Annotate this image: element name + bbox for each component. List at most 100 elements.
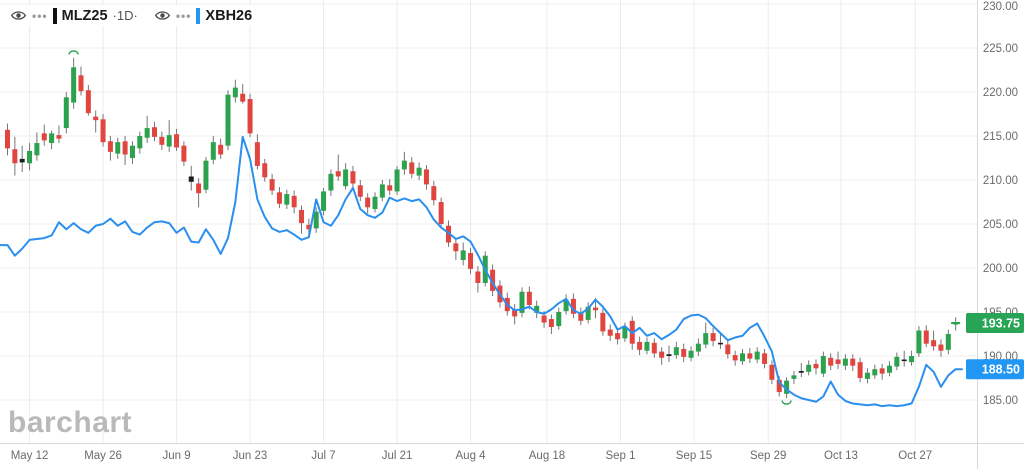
candle-body[interactable] bbox=[916, 330, 922, 354]
candle-body[interactable] bbox=[379, 184, 385, 198]
candle-body[interactable] bbox=[107, 141, 113, 152]
visibility-eye-icon[interactable] bbox=[154, 7, 171, 24]
candle-body[interactable] bbox=[34, 143, 40, 156]
candle-body[interactable] bbox=[144, 128, 150, 138]
candle-body[interactable] bbox=[798, 370, 804, 373]
candle-body[interactable] bbox=[607, 329, 613, 336]
candle-body[interactable] bbox=[879, 368, 885, 374]
candle-body[interactable] bbox=[578, 312, 584, 321]
candle-body[interactable] bbox=[666, 354, 672, 356]
candle-body[interactable] bbox=[828, 357, 834, 366]
candle-body[interactable] bbox=[468, 253, 474, 269]
candle-body[interactable] bbox=[328, 173, 334, 191]
candle-body[interactable] bbox=[225, 94, 231, 146]
candle-body[interactable] bbox=[659, 351, 665, 358]
candle-body[interactable] bbox=[512, 309, 518, 317]
candle-body[interactable] bbox=[394, 169, 400, 192]
candle-body[interactable] bbox=[563, 299, 569, 312]
candle-body[interactable] bbox=[548, 319, 554, 327]
candle-body[interactable] bbox=[717, 342, 723, 345]
candle-body[interactable] bbox=[850, 358, 856, 366]
candle-body[interactable] bbox=[254, 142, 260, 166]
candle-body[interactable] bbox=[923, 330, 929, 344]
candle-body[interactable] bbox=[695, 343, 701, 352]
series-symbol[interactable]: MLZ25 bbox=[61, 7, 108, 24]
candle-body[interactable] bbox=[372, 196, 378, 210]
candle-body[interactable] bbox=[857, 362, 863, 378]
candle-body[interactable] bbox=[416, 167, 422, 176]
candle-body[interactable] bbox=[732, 355, 738, 361]
candle-body[interactable] bbox=[262, 163, 268, 178]
candle-body[interactable] bbox=[673, 347, 679, 356]
candle-body[interactable] bbox=[541, 315, 547, 323]
candle-body[interactable] bbox=[901, 359, 907, 362]
candle-body[interactable] bbox=[446, 225, 451, 243]
candle-body[interactable] bbox=[710, 333, 716, 342]
candle-body[interactable] bbox=[769, 364, 775, 380]
candle-body[interactable] bbox=[12, 149, 18, 164]
candle-body[interactable] bbox=[284, 194, 290, 205]
candle-body[interactable] bbox=[887, 365, 892, 373]
candle-body[interactable] bbox=[747, 353, 753, 359]
candle-body[interactable] bbox=[637, 341, 643, 350]
candle-body[interactable] bbox=[240, 93, 246, 102]
candle-body[interactable] bbox=[196, 183, 202, 194]
candle-body[interactable] bbox=[152, 127, 157, 137]
candle-body[interactable] bbox=[63, 97, 69, 129]
candle-body[interactable] bbox=[93, 116, 99, 121]
candle-body[interactable] bbox=[174, 134, 180, 148]
candle-body[interactable] bbox=[166, 135, 172, 147]
visibility-eye-icon[interactable] bbox=[10, 7, 27, 24]
candle-body[interactable] bbox=[181, 145, 187, 162]
candle-body[interactable] bbox=[313, 211, 319, 229]
candle-body[interactable] bbox=[71, 67, 77, 103]
candle-body[interactable] bbox=[622, 326, 628, 339]
candle-body[interactable] bbox=[357, 185, 363, 197]
candle-body[interactable] bbox=[335, 171, 341, 177]
series-control-xbh26[interactable]: ••• XBH26 bbox=[149, 5, 259, 26]
candle-body[interactable] bbox=[291, 195, 297, 208]
candle-body[interactable] bbox=[85, 90, 91, 114]
candle-body[interactable] bbox=[122, 141, 128, 155]
candle-body[interactable] bbox=[115, 142, 121, 154]
candle-body[interactable] bbox=[526, 291, 532, 305]
candle-body[interactable] bbox=[218, 144, 224, 155]
series-menu-icon[interactable]: ••• bbox=[32, 8, 48, 23]
candle-body[interactable] bbox=[754, 351, 760, 360]
candle-body[interactable] bbox=[938, 344, 944, 351]
series-symbol[interactable]: XBH26 bbox=[205, 7, 253, 24]
candle-body[interactable] bbox=[350, 171, 356, 184]
series-timeframe[interactable]: ·1D· bbox=[112, 8, 138, 23]
candle-body[interactable] bbox=[401, 160, 407, 170]
candle-body[interactable] bbox=[740, 353, 745, 362]
candle-body[interactable] bbox=[78, 75, 84, 92]
candle-body[interactable] bbox=[931, 340, 937, 347]
candle-body[interactable] bbox=[806, 364, 812, 372]
candle-body[interactable] bbox=[681, 348, 687, 357]
candle-body[interactable] bbox=[842, 358, 848, 366]
candle-body[interactable] bbox=[19, 158, 25, 163]
candle-body[interactable] bbox=[49, 133, 55, 144]
candle-body[interactable] bbox=[651, 342, 657, 354]
candle-body[interactable] bbox=[343, 169, 349, 187]
candle-body[interactable] bbox=[247, 99, 253, 134]
candle-body[interactable] bbox=[129, 145, 135, 158]
candle-body[interactable] bbox=[431, 186, 437, 201]
series-control-mlz25[interactable]: ••• MLZ25 ·1D· bbox=[6, 5, 144, 26]
candle-body[interactable] bbox=[27, 150, 33, 164]
candle-body[interactable] bbox=[56, 135, 62, 139]
candle-body[interactable] bbox=[423, 169, 429, 185]
candle-body[interactable] bbox=[5, 129, 10, 149]
candle-body[interactable] bbox=[321, 191, 327, 211]
candle-body[interactable] bbox=[306, 224, 312, 230]
candle-body[interactable] bbox=[188, 176, 194, 182]
candle-body[interactable] bbox=[365, 197, 371, 208]
candle-body[interactable] bbox=[276, 192, 282, 204]
candle-body[interactable] bbox=[585, 306, 591, 320]
candle-body[interactable] bbox=[41, 133, 47, 141]
candle-body[interactable] bbox=[703, 333, 709, 345]
candle-body[interactable] bbox=[460, 250, 466, 261]
candle-body[interactable] bbox=[453, 243, 459, 252]
candle-body[interactable] bbox=[813, 363, 819, 369]
candle-body[interactable] bbox=[137, 136, 143, 149]
